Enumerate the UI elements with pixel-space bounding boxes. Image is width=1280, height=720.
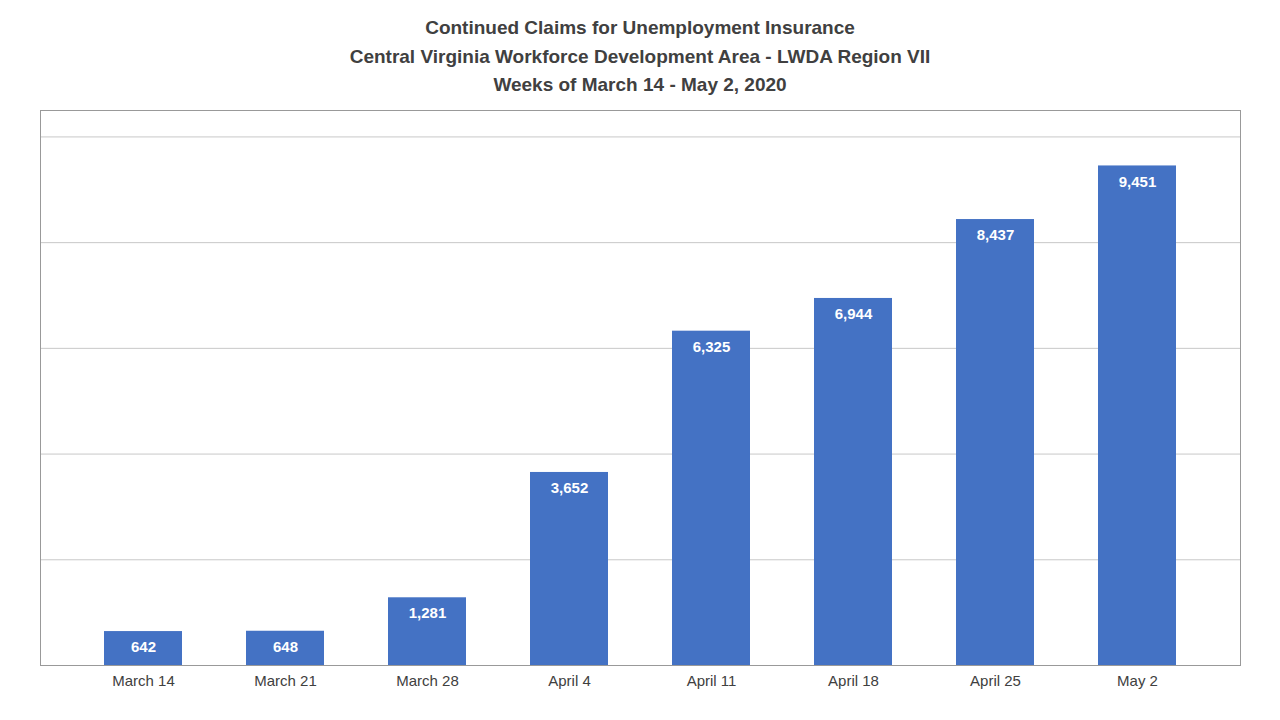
svg-text:6,325: 6,325 [693, 337, 731, 354]
svg-text:March 14: March 14 [112, 672, 175, 689]
svg-text:648: 648 [273, 637, 298, 654]
svg-text:9,451: 9,451 [1119, 172, 1157, 189]
html-text:Weeks of March 14 - May 2, 202: Weeks of March 14 - May 2, 2020 [493, 74, 787, 95]
html-text:Central Virginia Workforce Dev: Central Virginia Workforce Development A… [349, 45, 931, 67]
svg-text:1,281: 1,281 [409, 604, 447, 621]
svg-text:March 21: March 21 [254, 672, 317, 689]
svg-text:April 18: April 18 [828, 672, 879, 689]
svg-text:3,652: 3,652 [551, 479, 589, 496]
svg-text:May 2: May 2 [1117, 672, 1158, 689]
html-text:Continued Claims for Unemploym: Continued Claims for Unemployment Insura… [425, 17, 855, 38]
svg-text:8,437: 8,437 [977, 226, 1015, 243]
svg-text:642: 642 [131, 638, 156, 655]
svg-text:March 28: March 28 [396, 672, 459, 689]
svg-text:April 4: April 4 [548, 672, 591, 689]
svg-text:April 25: April 25 [970, 672, 1021, 689]
svg-text:April 11: April 11 [687, 672, 737, 689]
svg-text:6,944: 6,944 [835, 305, 873, 322]
